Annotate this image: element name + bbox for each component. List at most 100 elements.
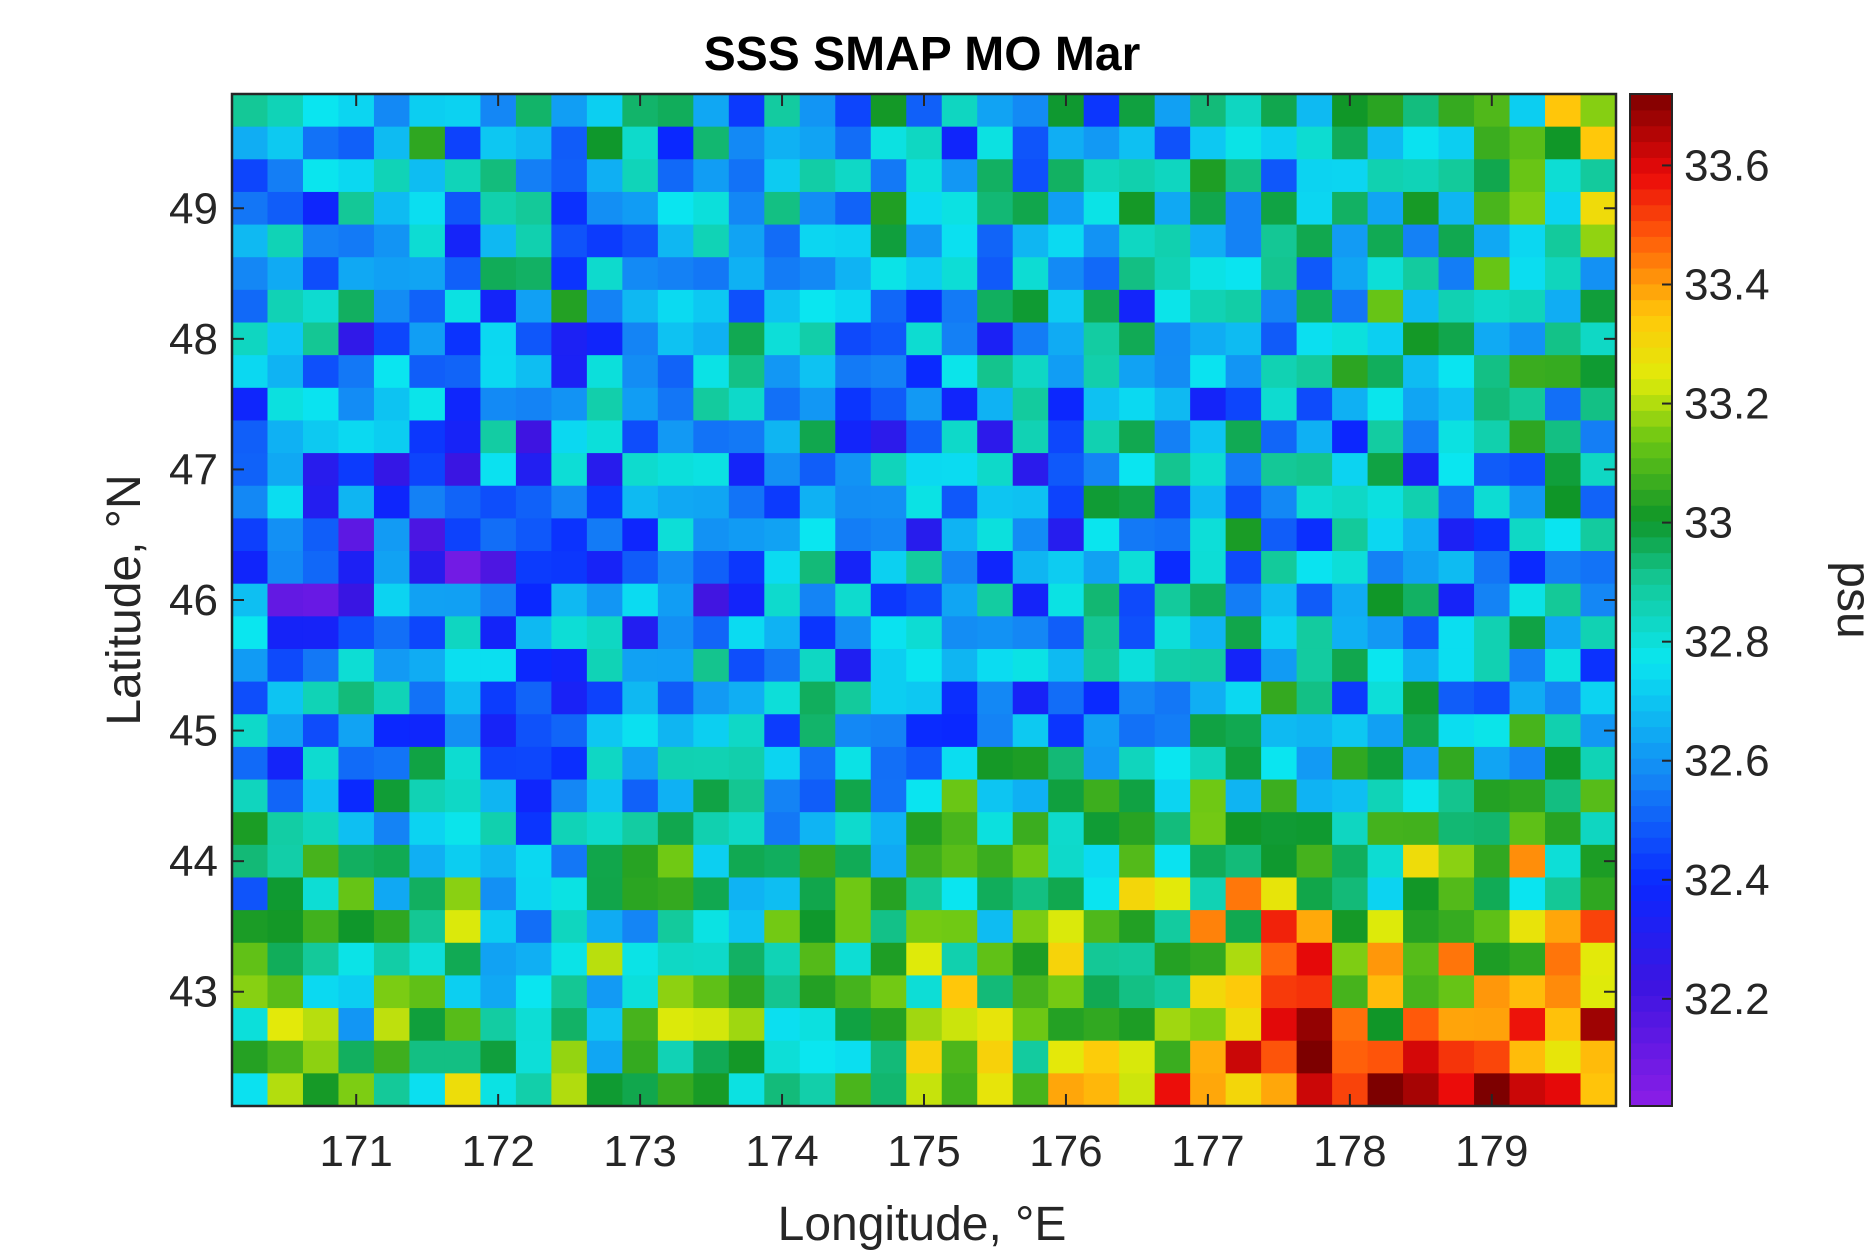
heatmap-cell [693, 942, 730, 977]
heatmap-cell [232, 126, 269, 160]
heatmap-cell [586, 159, 623, 193]
heatmap-cell [373, 812, 411, 846]
heatmap-cell [373, 551, 411, 585]
heatmap-cell [764, 191, 801, 226]
heatmap-cell [764, 387, 801, 422]
heatmap-cell [870, 746, 907, 781]
heatmap-cell [1012, 616, 1049, 650]
heatmap-cell [338, 322, 375, 356]
heatmap-cell [764, 1008, 801, 1042]
colorbar-segment [1630, 837, 1672, 854]
heatmap-cell [551, 485, 588, 519]
heatmap-cell [232, 1073, 269, 1107]
heatmap-cell [444, 910, 482, 944]
heatmap-cell [1119, 420, 1156, 454]
y-tick-label: 47 [169, 445, 218, 494]
heatmap-cell [906, 975, 943, 1009]
heatmap-cell [941, 877, 978, 911]
heatmap-cell [551, 616, 588, 650]
heatmap-cell [1296, 583, 1333, 617]
heatmap-cell [267, 975, 304, 1009]
heatmap-cell [906, 1040, 943, 1074]
heatmap-cell [835, 648, 872, 683]
colorbar-segment [1630, 410, 1672, 427]
heatmap-cell [444, 1008, 482, 1042]
heatmap-cell [1190, 224, 1227, 258]
heatmap-cell [338, 877, 375, 911]
heatmap-cell [764, 224, 801, 258]
chart-title: SSS SMAP MO Mar [704, 28, 1141, 81]
heatmap-cell [551, 257, 588, 291]
heatmap-cell [1190, 714, 1227, 748]
heatmap-cell [1296, 224, 1333, 258]
heatmap-cell [267, 387, 304, 422]
heatmap-cell [728, 975, 765, 1009]
colorbar-segment [1630, 916, 1672, 933]
heatmap-cell [1083, 224, 1120, 258]
heatmap-cell [302, 322, 340, 356]
heatmap-cell [1509, 420, 1546, 454]
heatmap-cell [1545, 551, 1582, 585]
heatmap-cell [977, 159, 1014, 193]
heatmap-cell [338, 126, 375, 160]
heatmap-cell [1225, 812, 1262, 846]
heatmap-cell [657, 387, 694, 422]
colorbar-tick-label: 33.2 [1684, 380, 1770, 429]
heatmap-cell [409, 812, 446, 846]
heatmap-cell [338, 387, 375, 422]
heatmap-cell [977, 224, 1014, 258]
heatmap-cell [835, 94, 872, 128]
heatmap-cell [444, 94, 482, 128]
heatmap-cell [835, 322, 872, 356]
heatmap-cell [515, 942, 552, 977]
heatmap-cell [338, 257, 375, 291]
heatmap-cell [480, 322, 517, 356]
heatmap-cell [1296, 877, 1333, 911]
heatmap-cell [1367, 387, 1404, 422]
heatmap-cell [1438, 159, 1475, 193]
heatmap-cell [941, 485, 978, 519]
heatmap-cell [444, 714, 482, 748]
heatmap-cell [1261, 1073, 1298, 1107]
heatmap-cell [515, 518, 552, 552]
heatmap-cell [373, 387, 411, 422]
heatmap-cell [1545, 583, 1582, 617]
heatmap-cell [764, 551, 801, 585]
heatmap-cell [551, 1008, 588, 1042]
heatmap-cell [338, 779, 375, 813]
heatmap-cell [1509, 877, 1546, 911]
x-tick-label: 176 [1029, 1127, 1102, 1176]
heatmap-cell [728, 714, 765, 748]
heatmap-cell [409, 616, 446, 650]
heatmap-cell [586, 616, 623, 650]
heatmap-cell [1580, 812, 1617, 846]
heatmap-cell [1545, 714, 1582, 748]
heatmap-cell [1012, 387, 1049, 422]
heatmap-cell [622, 616, 659, 650]
heatmap-cell [1048, 910, 1085, 944]
heatmap-cell [551, 975, 588, 1009]
heatmap-cell [586, 975, 623, 1009]
heatmap-cell [799, 94, 836, 128]
colorbar-segment [1630, 473, 1672, 490]
heatmap-cell [941, 94, 978, 128]
heatmap-cell [1545, 518, 1582, 552]
heatmap-cell [657, 681, 694, 715]
heatmap-cell [1190, 746, 1227, 781]
heatmap-cell [1332, 844, 1369, 879]
heatmap-cell [941, 812, 978, 846]
heatmap-cell [444, 485, 482, 519]
colorbar-segment [1630, 220, 1672, 237]
heatmap-cell [835, 910, 872, 944]
heatmap-cell [1083, 616, 1120, 650]
heatmap-cell [586, 551, 623, 585]
heatmap-cell [693, 746, 730, 781]
colorbar-segment [1630, 1090, 1672, 1107]
heatmap-cell [1048, 714, 1085, 748]
heatmap-cell [799, 648, 836, 683]
heatmap-cell [1048, 942, 1085, 977]
heatmap-cell [657, 1073, 694, 1107]
colorbar-segment [1630, 821, 1672, 838]
heatmap-cell [267, 583, 304, 617]
heatmap-cell [728, 1073, 765, 1107]
